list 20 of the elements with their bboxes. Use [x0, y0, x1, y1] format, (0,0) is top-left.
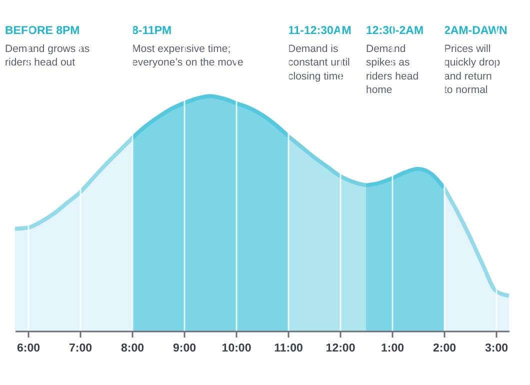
x-tick-label: 3:00: [484, 342, 508, 354]
annotation: Prices will quickly drop and return to normal: [444, 43, 500, 96]
text: 11-12:30AM: [288, 25, 352, 37]
x-tick-label: 6:00: [16, 342, 40, 354]
x-tick-label: 2:00: [432, 342, 456, 354]
x-tick-label: 10:00: [222, 342, 252, 354]
text: Demand is constant until closing time: [288, 43, 350, 82]
x-tick-label: 12:00: [326, 342, 356, 354]
x-tick-label: 1:00: [380, 342, 404, 354]
annotation: Demand spikes as riders head home: [366, 43, 419, 96]
text: 2AM-DAWN: [444, 25, 508, 37]
text: Demand grows as riders head out: [5, 43, 90, 69]
text: 12:30-2AM: [366, 25, 424, 37]
x-tick-label: 9:00: [172, 342, 196, 354]
x-tick-label: 11:00: [274, 342, 303, 354]
text: BEFORE 8PM: [5, 25, 80, 37]
x-tick-label: 7:00: [68, 342, 92, 354]
text: 8-11PM: [132, 25, 172, 37]
x-tick-label: 8:00: [120, 342, 144, 354]
text: Most expensive time; everyone’s on the move: [132, 43, 244, 69]
